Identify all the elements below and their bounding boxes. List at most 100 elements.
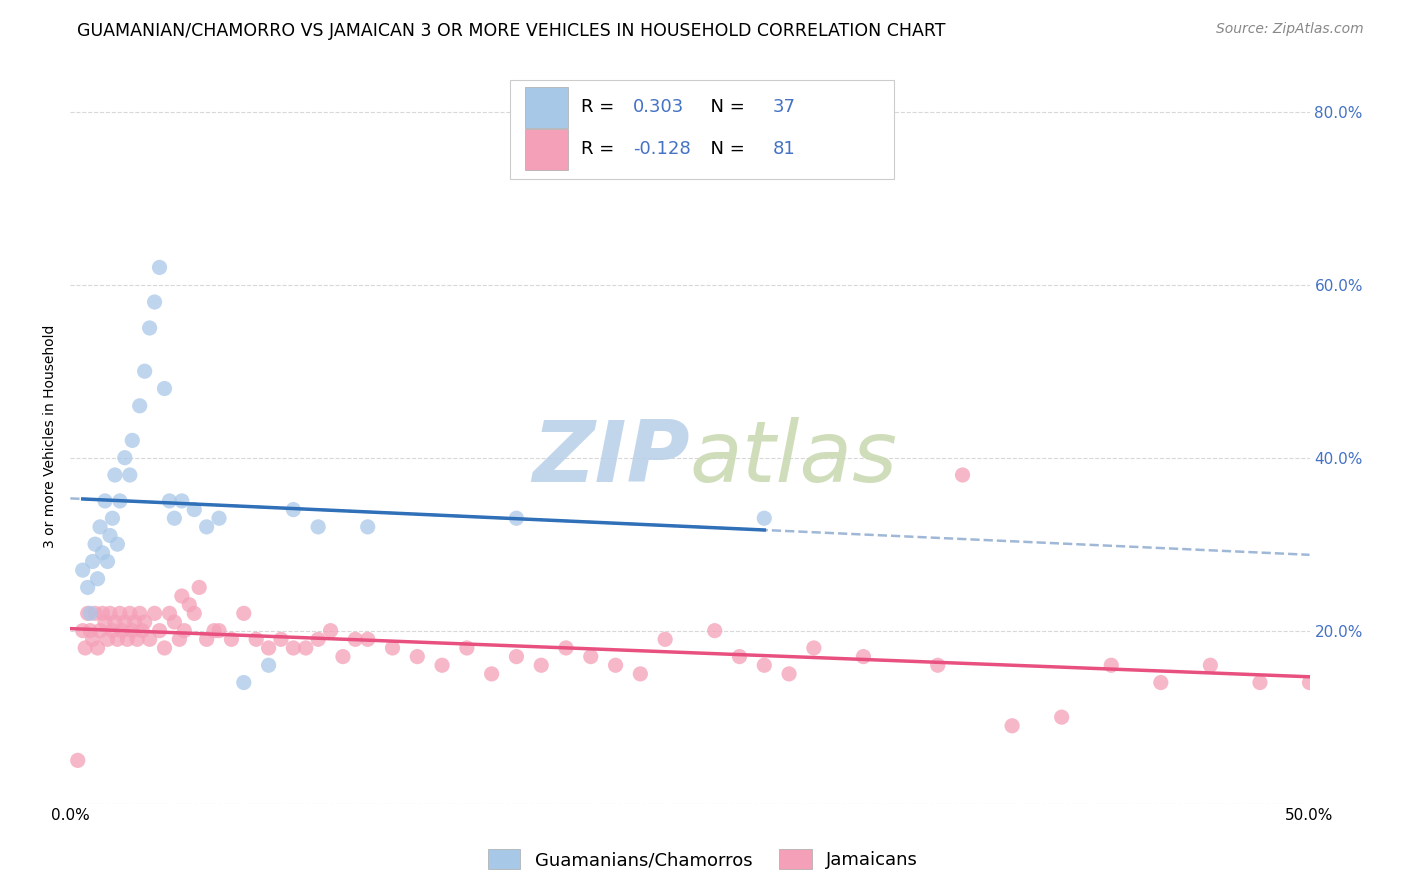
Y-axis label: 3 or more Vehicles in Household: 3 or more Vehicles in Household xyxy=(44,325,58,548)
Point xyxy=(128,607,150,621)
Point xyxy=(195,632,218,647)
Point xyxy=(170,494,193,508)
Point xyxy=(195,520,218,534)
Point xyxy=(134,364,156,378)
Point xyxy=(754,511,776,525)
Point xyxy=(118,607,141,621)
Point xyxy=(1050,710,1073,724)
Point xyxy=(579,649,602,664)
Point xyxy=(208,511,231,525)
Point xyxy=(153,382,176,396)
Point xyxy=(101,511,124,525)
Point xyxy=(1001,719,1024,733)
Point xyxy=(84,537,107,551)
Point xyxy=(84,607,107,621)
Point xyxy=(257,640,280,655)
Point xyxy=(66,753,89,767)
Point xyxy=(107,537,129,551)
Text: -0.128: -0.128 xyxy=(633,140,690,159)
Point xyxy=(245,632,267,647)
Point xyxy=(86,572,108,586)
Text: N =: N = xyxy=(699,140,749,159)
Point xyxy=(121,624,143,638)
Point xyxy=(82,632,104,647)
Point xyxy=(778,666,800,681)
Point xyxy=(75,640,97,655)
Point xyxy=(803,640,825,655)
Point xyxy=(481,666,503,681)
Point xyxy=(159,494,181,508)
Point xyxy=(153,640,176,655)
Point xyxy=(98,528,121,542)
Point xyxy=(183,607,205,621)
Point xyxy=(138,321,160,335)
Point xyxy=(148,260,170,275)
Point xyxy=(96,632,118,647)
Point xyxy=(270,632,292,647)
Point xyxy=(89,520,111,534)
Point xyxy=(124,615,146,629)
Point xyxy=(91,546,114,560)
Point xyxy=(1199,658,1222,673)
Point xyxy=(111,624,134,638)
Point xyxy=(114,450,136,465)
Point xyxy=(357,520,380,534)
Point xyxy=(143,607,166,621)
Point xyxy=(505,511,527,525)
Point xyxy=(148,624,170,638)
Point xyxy=(163,615,186,629)
Point xyxy=(121,434,143,448)
Point xyxy=(952,467,974,482)
Point xyxy=(108,607,131,621)
Point xyxy=(344,632,367,647)
Point xyxy=(91,607,114,621)
Point xyxy=(628,666,651,681)
Point xyxy=(357,632,380,647)
Point xyxy=(96,554,118,568)
Point xyxy=(505,649,527,664)
Point xyxy=(188,581,211,595)
Text: ZIP: ZIP xyxy=(533,417,690,500)
Point xyxy=(82,554,104,568)
Point xyxy=(128,399,150,413)
Point xyxy=(1298,675,1320,690)
Point xyxy=(456,640,478,655)
Point xyxy=(283,502,305,516)
Point xyxy=(107,632,129,647)
Point xyxy=(232,607,254,621)
Point xyxy=(131,624,153,638)
Text: Source: ZipAtlas.com: Source: ZipAtlas.com xyxy=(1216,22,1364,37)
Point xyxy=(173,624,195,638)
Point xyxy=(406,649,429,664)
Point xyxy=(98,607,121,621)
Point xyxy=(852,649,875,664)
Point xyxy=(138,632,160,647)
Point xyxy=(332,649,354,664)
Point xyxy=(94,494,117,508)
Point xyxy=(159,607,181,621)
FancyBboxPatch shape xyxy=(524,129,568,169)
Point xyxy=(202,624,225,638)
Point xyxy=(703,624,725,638)
Text: R =: R = xyxy=(581,98,620,117)
Point xyxy=(72,624,94,638)
Point xyxy=(294,640,316,655)
Point xyxy=(530,658,553,673)
Point xyxy=(72,563,94,577)
Text: GUAMANIAN/CHAMORRO VS JAMAICAN 3 OR MORE VEHICLES IN HOUSEHOLD CORRELATION CHART: GUAMANIAN/CHAMORRO VS JAMAICAN 3 OR MORE… xyxy=(77,22,946,40)
Point xyxy=(108,494,131,508)
Point xyxy=(183,502,205,516)
Point xyxy=(1249,675,1271,690)
Point xyxy=(319,624,342,638)
FancyBboxPatch shape xyxy=(524,87,568,128)
Point xyxy=(179,598,201,612)
Point xyxy=(169,632,191,647)
Point xyxy=(170,589,193,603)
Point xyxy=(76,607,98,621)
Text: 0.303: 0.303 xyxy=(633,98,685,117)
Point xyxy=(654,632,676,647)
Point xyxy=(555,640,578,655)
Legend: Guamanians/Chamorros, Jamaicans: Guamanians/Chamorros, Jamaicans xyxy=(478,839,928,879)
Point xyxy=(134,615,156,629)
Point xyxy=(101,624,124,638)
